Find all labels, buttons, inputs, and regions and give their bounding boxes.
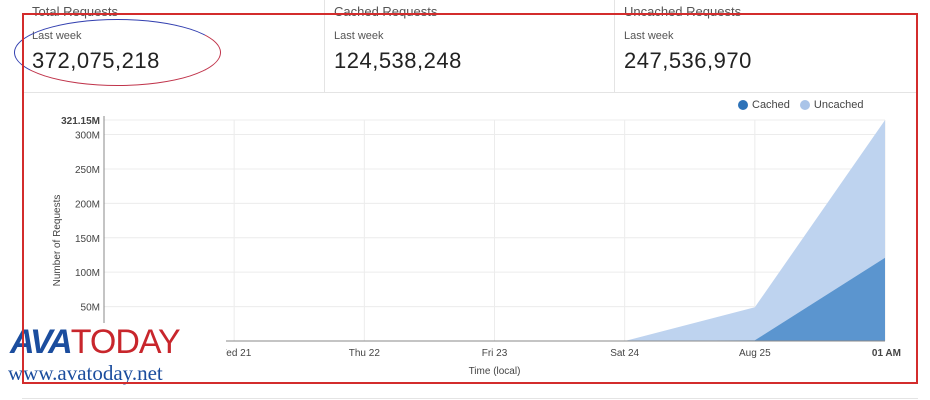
x-tick-label: 01 AM <box>872 348 901 359</box>
y-max-label: 321.15M <box>61 116 100 127</box>
stat-title: Cached Requests <box>334 4 438 19</box>
y-tick-label: 150M <box>75 234 100 245</box>
legend-label: Uncached <box>813 99 864 111</box>
y-tick-label: 250M <box>75 165 100 176</box>
avatoday-watermark: AVATODAY www.avatoday.net <box>6 323 226 387</box>
stats-divider <box>22 92 918 93</box>
y-tick-label: 50M <box>81 303 100 314</box>
stat-cached-requests: Cached Requests Last week 124,538,248 <box>324 0 615 92</box>
stats-row: Total Requests Last week 372,075,218 Cac… <box>22 0 918 92</box>
bottom-divider <box>22 398 918 399</box>
legend-swatch-cached <box>738 100 748 110</box>
stat-period: Last week <box>624 30 674 42</box>
y-axis-title: Number of Requests <box>52 195 63 287</box>
stat-value: 247,536,970 <box>624 48 752 73</box>
stat-total-requests: Total Requests Last week 372,075,218 <box>22 0 325 92</box>
chart-legend: Cached Uncached <box>738 99 863 111</box>
x-tick-label: Fri 23 <box>482 348 508 359</box>
legend-item-uncached[interactable]: Uncached <box>799 99 864 111</box>
x-tick-label: Aug 25 <box>739 348 771 359</box>
stat-period: Last week <box>32 30 82 42</box>
stat-value: 124,538,248 <box>334 48 462 73</box>
x-axis-title: Time (local) <box>469 366 521 377</box>
x-tick-label: Sat 24 <box>610 348 639 359</box>
watermark-url: www.avatoday.net <box>8 361 163 385</box>
legend-swatch-uncached <box>799 100 810 110</box>
y-tick-label: 300M <box>75 131 100 142</box>
x-tick-label: Thu 22 <box>349 348 381 359</box>
legend-item-cached[interactable]: Cached <box>738 99 790 111</box>
stat-title: Uncached Requests <box>624 4 742 19</box>
stat-title: Total Requests <box>32 4 118 19</box>
stat-value: 372,075,218 <box>32 48 160 73</box>
stat-period: Last week <box>334 30 384 42</box>
x-tick-label: Wed 21 <box>217 348 252 359</box>
legend-label: Cached <box>752 99 790 111</box>
y-tick-label: 200M <box>75 199 100 210</box>
stat-uncached-requests: Uncached Requests Last week 247,536,970 <box>614 0 918 92</box>
y-tick-label: 100M <box>75 268 100 279</box>
series-area-cached <box>104 257 885 341</box>
avatoday-logo: AVATODAY <box>10 323 181 361</box>
